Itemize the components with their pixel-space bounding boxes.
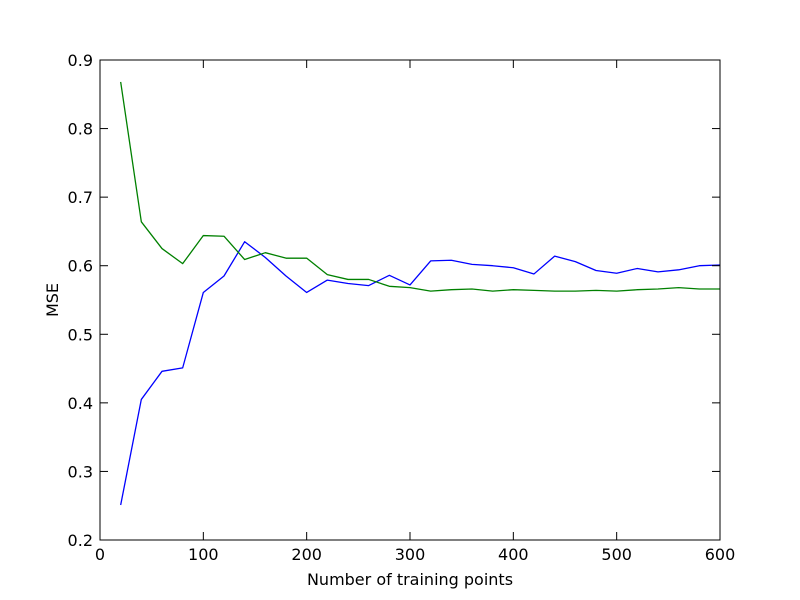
y-tick-label: 0.8 [68, 120, 93, 139]
x-tick-label: 200 [291, 545, 322, 564]
y-tick-label: 0.4 [68, 394, 93, 413]
x-tick-label: 600 [705, 545, 736, 564]
series-line-1 [120, 81, 720, 292]
plot-frame [99, 59, 721, 541]
y-tick-label: 0.2 [68, 531, 93, 550]
y-tick-label: 0.7 [68, 188, 93, 207]
x-tick-label: 400 [498, 545, 529, 564]
y-tick-label: 0.3 [68, 462, 93, 481]
x-tick-label: 300 [395, 545, 426, 564]
x-tick-label: 100 [188, 545, 219, 564]
x-tick-label: 500 [601, 545, 632, 564]
y-tick-label: 0.5 [68, 325, 93, 344]
y-tick-label: 0.6 [68, 257, 93, 276]
x-tick-label: 0 [95, 545, 105, 564]
series-line-0 [120, 241, 721, 506]
y-tick-label: 0.9 [68, 51, 93, 70]
x-axis-label: Number of training points [307, 570, 513, 589]
series-layer [120, 81, 721, 506]
plot-area [100, 60, 720, 540]
ticks-layer: 0 100 200 300 400 500 600 0.2 0.3 0.4 0.5 0.6 0.7 0.8… [68, 51, 736, 564]
y-axis-label: MSE [43, 283, 62, 317]
